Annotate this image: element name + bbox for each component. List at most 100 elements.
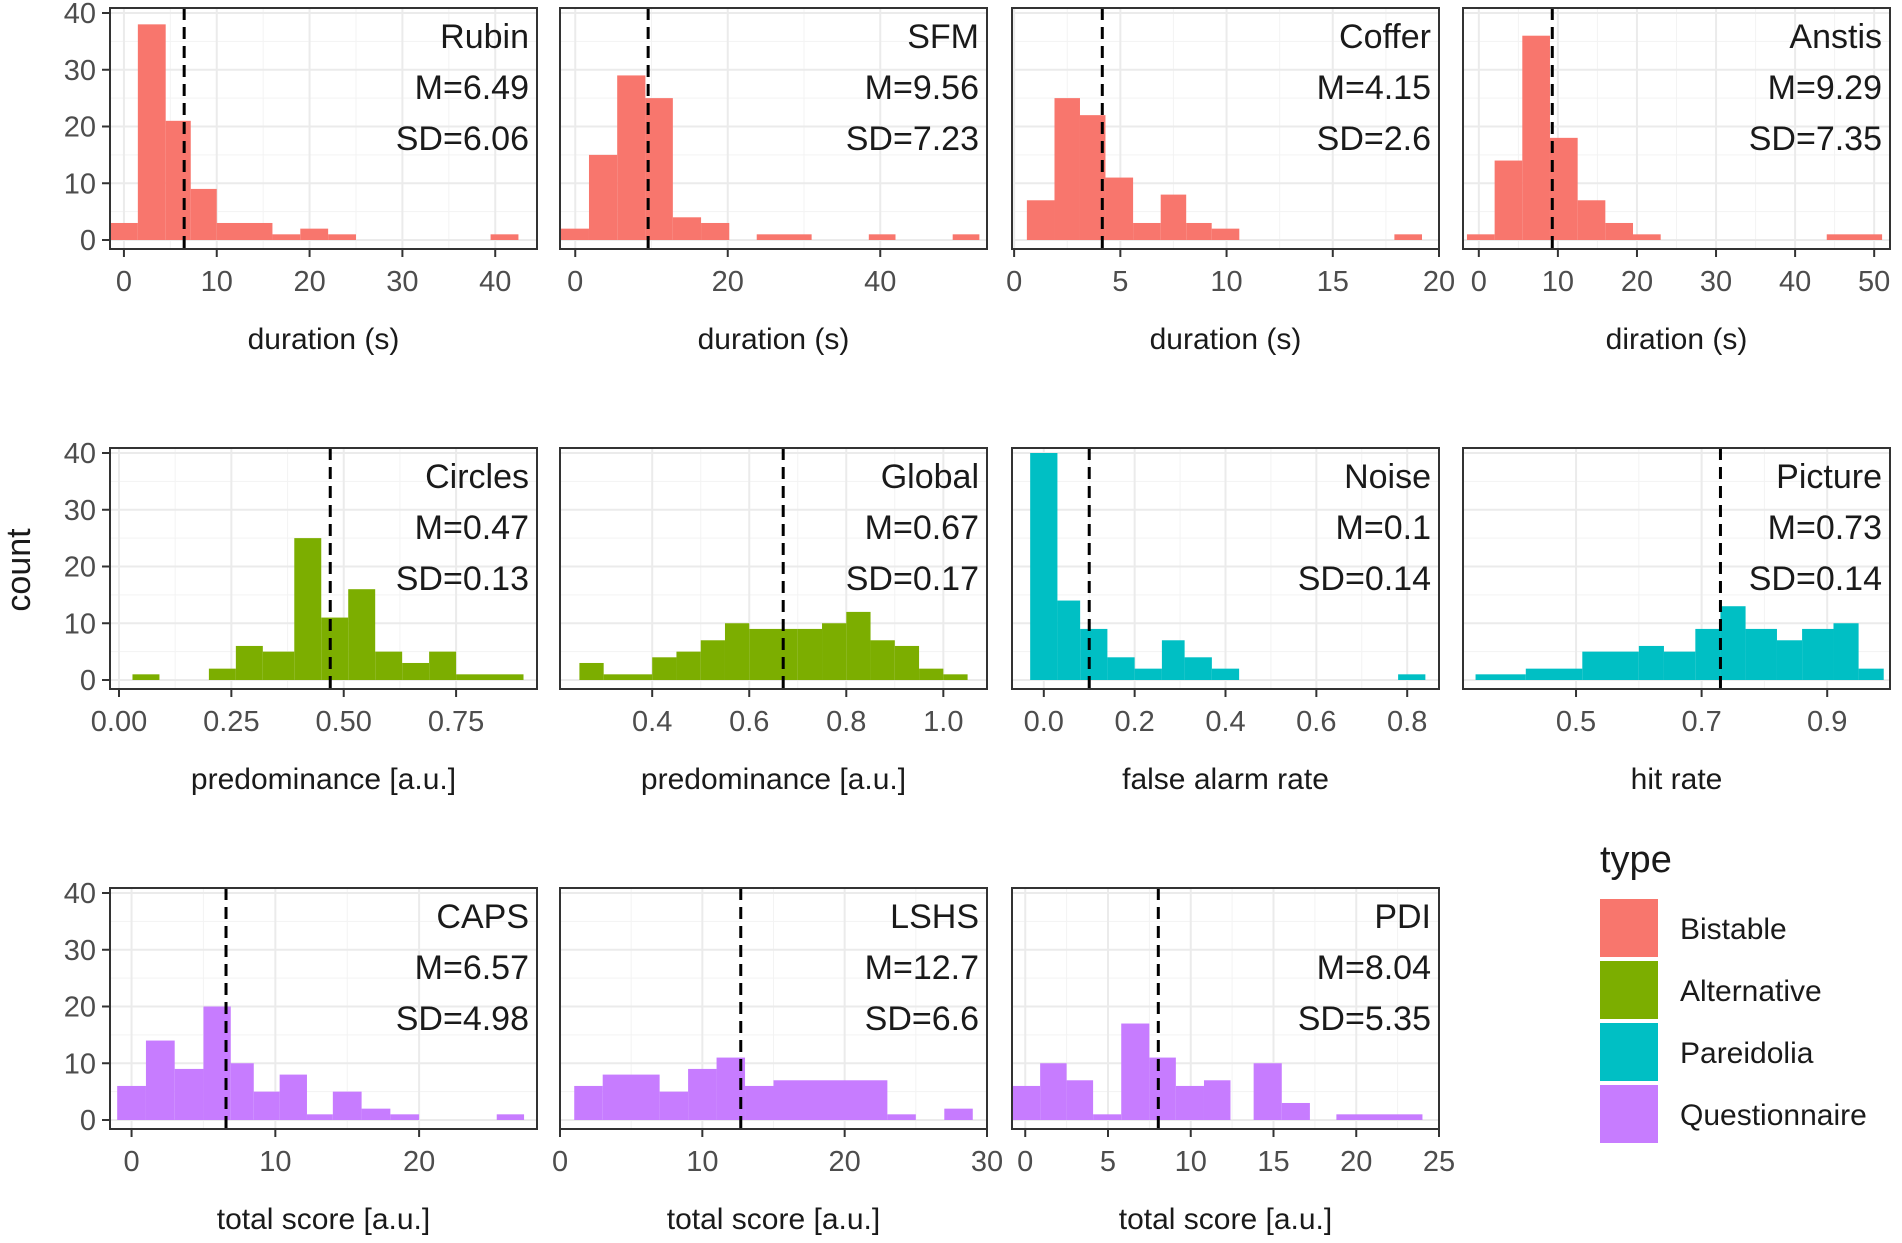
panel-sd-label: SD=6.06 <box>396 120 529 158</box>
panel-sfm: SFM M=9.56 SD=7.23 0 20 40 duration (s) <box>559 7 988 356</box>
x-axis-label: duration (s) <box>1150 323 1302 356</box>
histogram-bar <box>429 651 457 680</box>
x-tick-label: 5 <box>1112 266 1128 298</box>
y-tick-label: 10 <box>64 608 96 640</box>
x-tick-label: 0 <box>116 266 132 298</box>
histogram-bar <box>1107 657 1135 680</box>
x-tick-label: 20 <box>293 266 325 298</box>
panel-mean-label: M=12.7 <box>865 949 979 987</box>
histogram-bar <box>132 674 160 680</box>
panel-mean-label: M=4.15 <box>1317 69 1431 107</box>
legend-label-bistable: Bistable <box>1680 913 1787 946</box>
histogram-bar <box>617 75 646 240</box>
x-tick-label: 0 <box>1017 1146 1033 1178</box>
x-tick-label: 0.5 <box>1556 706 1596 738</box>
x-tick-label: 25 <box>1423 1146 1455 1178</box>
histogram-bar <box>1833 623 1859 680</box>
y-tick-label: 40 <box>64 0 96 30</box>
x-tick-label: 40 <box>864 266 896 298</box>
histogram-bar <box>402 662 430 680</box>
panel-picture: Picture M=0.73 SD=0.14 0.5 0.7 0.9 hit rate <box>1462 447 1891 796</box>
legend-swatch-alternative <box>1600 961 1658 1019</box>
x-tick-label: 0 <box>552 1146 568 1178</box>
histogram-bar <box>1093 1114 1122 1120</box>
panel-title: Rubin <box>440 18 529 56</box>
panel-coffer: Coffer M=4.15 SD=2.6 0 5 10 15 20 duration (s) <box>1006 7 1455 356</box>
histogram-bar <box>1549 137 1578 240</box>
x-axis-label: duration (s) <box>698 323 850 356</box>
histogram-bar <box>1211 668 1240 680</box>
panel-noise: Noise M=0.1 SD=0.14 0.0 0.2 0.4 0.6 0.8 false al… <box>1011 447 1440 796</box>
legend-swatch-pareidolia <box>1600 1023 1658 1081</box>
histogram-bar <box>190 188 217 240</box>
histogram-bar <box>390 1114 420 1120</box>
histogram-bar <box>1203 1080 1231 1120</box>
histogram-bar <box>272 234 301 240</box>
y-tick-label: 30 <box>64 55 96 87</box>
histogram-bar <box>110 222 138 240</box>
histogram-bar <box>1802 628 1834 680</box>
x-tick-label: 0.8 <box>1387 706 1427 738</box>
x-axis-label: predominance [a.u.] <box>191 763 456 796</box>
histogram-bar <box>1745 628 1777 680</box>
panel-frame <box>109 447 538 690</box>
panel-sd-label: SD=0.14 <box>1298 560 1431 598</box>
x-axis-label: total score [a.u.] <box>667 1203 880 1236</box>
y-tick-label: 10 <box>64 1048 96 1080</box>
panel-mean-label: M=9.56 <box>865 69 979 107</box>
legend-swatch-questionnaire <box>1600 1085 1658 1143</box>
x-tick-label: 20 <box>1340 1146 1372 1178</box>
histogram-bar <box>262 651 295 680</box>
panel-lshs: LSHS M=12.7 SD=6.6 0 10 20 30 total score [a.u.… <box>552 887 1003 1236</box>
x-tick-label: 0.7 <box>1681 706 1721 738</box>
histogram-bar <box>943 674 968 680</box>
panel-mean-label: M=0.67 <box>865 509 979 547</box>
y-tick-label: 40 <box>64 878 96 910</box>
histogram-bar <box>1253 1063 1282 1120</box>
y-tick-label: 0 <box>80 1105 96 1137</box>
x-tick-label: 10 <box>1175 1146 1207 1178</box>
histogram-bar <box>1186 222 1212 240</box>
histogram-bar <box>773 628 798 680</box>
legend-label-pareidolia: Pareidolia <box>1680 1037 1814 1070</box>
histogram-bar <box>1149 1057 1176 1120</box>
histogram-bar <box>749 628 774 680</box>
histogram-bar <box>1466 234 1495 240</box>
histogram-bar <box>1605 222 1634 240</box>
panel-sd-label: SD=7.23 <box>846 120 979 158</box>
x-tick-label: 0.4 <box>632 706 672 738</box>
histogram-bar <box>688 1068 717 1120</box>
x-tick-label: 20 <box>829 1146 861 1178</box>
panel-sd-label: SD=0.14 <box>1749 560 1882 598</box>
x-tick-label: 10 <box>259 1146 291 1178</box>
histogram-bar <box>1776 640 1803 680</box>
x-tick-label: 0.4 <box>1205 706 1245 738</box>
panel-mean-label: M=0.47 <box>415 509 529 547</box>
panel-sd-label: SD=5.35 <box>1298 1000 1431 1038</box>
histogram-bar <box>1826 234 1883 240</box>
x-axis-label: duration (s) <box>248 323 400 356</box>
y-tick-label: 30 <box>64 495 96 527</box>
histogram-bar <box>1638 645 1664 680</box>
y-tick-label: 20 <box>64 552 96 584</box>
panel-frame <box>559 7 988 250</box>
x-axis-label: diration (s) <box>1606 323 1748 356</box>
x-axis-label: hit rate <box>1631 763 1723 796</box>
histogram-bar <box>870 640 895 680</box>
histogram-bar <box>652 657 677 680</box>
histogram-bar <box>1133 222 1161 240</box>
x-tick-label: 0.00 <box>91 706 147 738</box>
x-tick-label: 0 <box>123 1146 139 1178</box>
y-tick-label: 30 <box>64 935 96 967</box>
x-tick-label: 30 <box>1700 266 1732 298</box>
x-tick-label: 0.9 <box>1807 706 1847 738</box>
x-axis-label: false alarm rate <box>1122 763 1329 796</box>
panel-sd-label: SD=2.6 <box>1317 120 1431 158</box>
histogram-bar <box>919 668 944 680</box>
x-tick-label: 30 <box>971 1146 1003 1178</box>
histogram-bar <box>490 234 519 240</box>
y-tick-label: 20 <box>64 992 96 1024</box>
x-tick-label: 10 <box>1542 266 1574 298</box>
x-tick-label: 0.0 <box>1024 706 1064 738</box>
